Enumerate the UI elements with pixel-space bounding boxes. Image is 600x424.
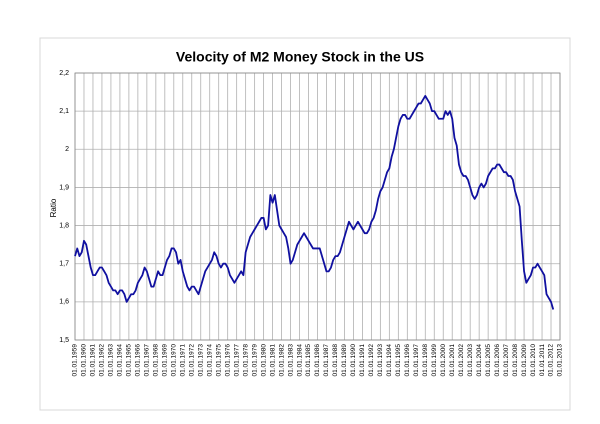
data-line <box>74 94 555 310</box>
x-tick-label: 01.01.2000 <box>440 344 447 377</box>
y-tick-label: 1,7 <box>59 261 69 268</box>
x-tick-label: 01.01.1995 <box>395 344 402 377</box>
x-tick-label: 01.01.1970 <box>171 344 178 377</box>
x-tick-label: 01.01.2002 <box>458 344 465 377</box>
plot-frame <box>74 72 561 341</box>
chart-border <box>39 37 571 411</box>
x-tick-label: 01.01.1963 <box>108 344 115 377</box>
y-tick-label: 1,9 <box>59 184 69 191</box>
x-tick-label: 01.01.1973 <box>197 344 204 377</box>
x-tick-label: 01.01.1991 <box>359 344 366 377</box>
y-tick-label: 2 <box>65 146 69 153</box>
x-tick-label: 01.01.1988 <box>332 344 339 377</box>
x-tick-label: 01.01.1969 <box>162 344 169 377</box>
x-tick-label: 01.01.1992 <box>368 344 375 377</box>
x-tick-label: 01.01.2004 <box>476 344 483 377</box>
x-tick-label: 01.01.1975 <box>215 344 222 377</box>
x-tick-label: 01.01.2006 <box>494 344 501 377</box>
y-tick-label: 1,8 <box>59 222 69 229</box>
x-tick-label: 01.01.1979 <box>251 344 258 377</box>
x-tick-label: 01.01.1982 <box>278 344 285 377</box>
x-tick-label: 01.01.1997 <box>413 344 420 377</box>
x-tick-label: 01.01.2005 <box>485 344 492 377</box>
x-tick-label: 01.01.1959 <box>72 344 79 377</box>
x-tick-label: 01.01.1993 <box>377 344 384 377</box>
y-tick-label: 2,2 <box>59 70 69 77</box>
x-tick-label: 01.01.1985 <box>305 344 312 377</box>
x-tick-label: 01.01.1967 <box>144 344 151 377</box>
x-tick-label: 01.01.2001 <box>449 344 456 377</box>
x-tick-label: 01.01.1984 <box>296 344 303 377</box>
x-tick-label: 01.01.2010 <box>530 344 537 377</box>
x-tick-label: 01.01.1987 <box>323 344 330 377</box>
x-tick-label: 01.01.1994 <box>386 344 393 377</box>
x-tick-label: 01.01.1965 <box>126 344 133 377</box>
x-tick-label: 01.01.1989 <box>341 344 348 377</box>
x-tick-label: 01.01.1976 <box>224 344 231 377</box>
x-tick-label: 01.01.2012 <box>548 344 555 377</box>
x-tick-label: 01.01.1961 <box>90 344 97 377</box>
x-tick-label: 01.01.1978 <box>242 344 249 377</box>
x-tick-label: 01.01.1974 <box>206 344 213 377</box>
x-tick-label: 01.01.2007 <box>503 344 510 377</box>
x-tick-label: 01.01.2011 <box>539 344 546 376</box>
x-tick-label: 01.01.1962 <box>99 344 106 377</box>
x-tick-label: 01.01.1983 <box>287 344 294 377</box>
x-tick-label: 01.01.1972 <box>188 344 195 377</box>
y-axis-label: Ratio <box>49 198 58 217</box>
chart-title: Velocity of M2 Money Stock in the US <box>176 49 424 65</box>
x-tick-label: 01.01.1999 <box>431 344 438 377</box>
x-tick-label: 01.01.2013 <box>557 344 564 377</box>
x-tick-label: 01.01.1977 <box>233 344 240 377</box>
x-tick-label: 01.01.1996 <box>404 344 411 377</box>
x-tick-label: 01.01.1980 <box>260 344 267 377</box>
y-tick-label: 1,6 <box>59 299 69 306</box>
x-tick-label: 01.01.1971 <box>179 344 186 377</box>
x-tick-label: 01.01.2008 <box>512 344 519 377</box>
x-tick-label: 01.01.2003 <box>467 344 474 377</box>
x-tick-label: 01.01.1968 <box>153 344 160 377</box>
x-tick-label: 01.01.1981 <box>269 344 276 377</box>
x-tick-label: 01.01.1960 <box>81 344 88 377</box>
y-tick-label: 1,5 <box>59 337 69 344</box>
y-tick-label: 2,1 <box>59 108 69 115</box>
x-tick-label: 01.01.1990 <box>350 344 357 377</box>
x-tick-label: 01.01.1998 <box>422 344 429 377</box>
x-tick-label: 01.01.1986 <box>314 344 321 377</box>
x-tick-label: 01.01.1964 <box>117 344 124 377</box>
x-tick-label: 01.01.1966 <box>135 344 142 377</box>
x-tick-label: 01.01.2009 <box>521 344 528 377</box>
